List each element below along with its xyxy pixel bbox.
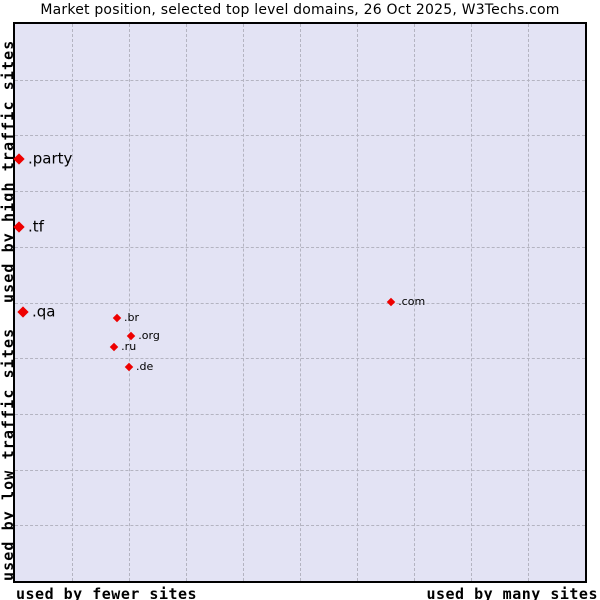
x-axis-label-fewer-sites: used by fewer sites xyxy=(16,585,198,600)
data-point-label: .br xyxy=(124,311,140,325)
data-point-marker xyxy=(109,342,119,351)
data-point-marker xyxy=(124,362,134,371)
gridline-horizontal xyxy=(15,135,585,137)
data-point-label: .ru xyxy=(121,339,137,353)
data-point-marker xyxy=(386,297,396,307)
data-point-label: .tf xyxy=(27,217,44,236)
data-point-marker xyxy=(17,306,29,318)
data-point-marker xyxy=(13,153,25,165)
plot-grid xyxy=(15,24,585,581)
gridline-horizontal xyxy=(15,246,585,248)
gridline-horizontal xyxy=(15,358,585,360)
gridline-horizontal xyxy=(15,469,585,471)
gridline-horizontal xyxy=(15,302,585,304)
gridline-horizontal xyxy=(15,525,585,527)
chart-title: Market position, selected top level doma… xyxy=(40,2,560,18)
data-point-marker xyxy=(112,313,122,323)
gridline-horizontal xyxy=(15,413,585,415)
data-point-label: .de xyxy=(136,359,154,373)
data-point-label: .org xyxy=(138,329,160,343)
data-point-label: .party xyxy=(27,149,73,168)
data-point-label: .com xyxy=(398,295,426,309)
x-axis-label-many-sites: used by many sites xyxy=(426,585,598,600)
data-point-label: .qa xyxy=(31,302,56,321)
data-point-marker xyxy=(13,221,25,233)
plot-area: .party .tf .qa .br .org .ru .de .com xyxy=(13,22,587,583)
gridline-horizontal xyxy=(15,191,585,193)
gridline-horizontal xyxy=(15,79,585,81)
data-points-layer: .party .tf .qa .br .org .ru .de .com xyxy=(13,24,585,581)
